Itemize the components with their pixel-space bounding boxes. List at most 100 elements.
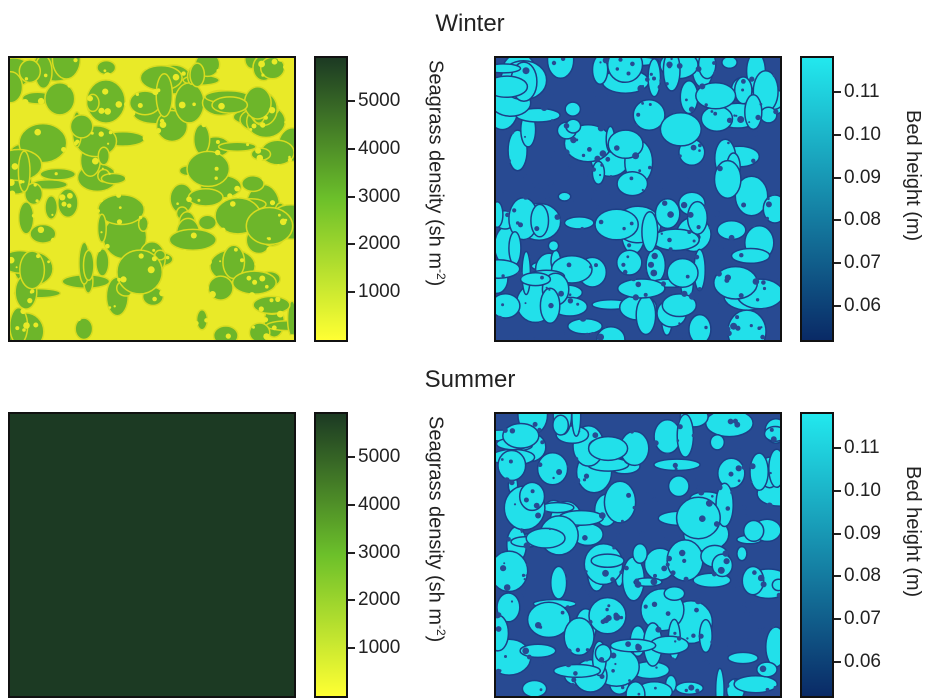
gap-speck [690, 582, 697, 589]
gap-speck [61, 295, 69, 303]
gap-speck [161, 280, 168, 287]
gap-speck [605, 190, 611, 196]
gap-speck [673, 631, 677, 635]
gap-speck [615, 532, 620, 537]
gap-speck [574, 477, 581, 484]
gap-speck [612, 546, 616, 550]
patch [667, 475, 690, 498]
gap-speck [707, 139, 714, 146]
gap-speck [651, 497, 658, 504]
gap-speck [78, 103, 83, 108]
gap-speck [204, 295, 211, 302]
gap-speck [567, 166, 570, 170]
gap-speck [10, 190, 16, 197]
gap-speck [597, 333, 604, 340]
gap-speck [691, 433, 696, 438]
patch [96, 213, 107, 243]
gap-speck [99, 198, 103, 203]
gap-speck [499, 524, 504, 529]
gap-speck [283, 64, 289, 70]
gap-speck [566, 465, 570, 468]
gap-speck [610, 577, 615, 582]
gap-speck [248, 167, 254, 174]
gap-speck [733, 581, 740, 588]
gap-speck [190, 232, 197, 239]
gap-speck [744, 514, 748, 517]
patch [186, 150, 231, 188]
gap-speck [641, 102, 644, 105]
gap-speck [702, 658, 706, 662]
gap-speck [108, 130, 113, 135]
gap-speck [741, 464, 748, 471]
gap-speck [174, 162, 181, 169]
gap-speck [128, 160, 135, 168]
gap-speck [107, 142, 110, 145]
gap-speck [605, 156, 611, 162]
gap-speck [565, 648, 572, 655]
gap-speck [596, 291, 601, 296]
gap-speck [772, 73, 777, 78]
gap-speck [709, 175, 713, 179]
gap-speck [584, 570, 588, 573]
gap-speck [284, 120, 287, 124]
gap-speck [714, 624, 720, 631]
gap-speck [551, 60, 557, 66]
patch [496, 200, 504, 229]
patch [496, 259, 521, 279]
gap-speck [104, 108, 111, 115]
gap-speck [118, 58, 124, 65]
gap-speck [733, 679, 737, 682]
patch [82, 249, 95, 281]
gap-speck [205, 259, 212, 265]
patch [721, 58, 738, 70]
gap-speck [688, 684, 695, 691]
gap-speck [540, 440, 545, 445]
gap-speck [129, 293, 134, 298]
gap-speck [98, 107, 105, 114]
gap-speck [634, 581, 642, 588]
gap-speck [647, 430, 653, 436]
gap-speck [757, 574, 765, 582]
gap-speck [627, 243, 632, 248]
gap-speck [615, 67, 619, 71]
gap-speck [641, 502, 646, 507]
gap-speck [594, 95, 601, 103]
gap-speck [728, 471, 734, 477]
gap-speck [179, 162, 183, 166]
gap-speck [550, 106, 554, 109]
gap-speck [676, 439, 680, 442]
gap-speck [545, 286, 548, 289]
patch [686, 200, 708, 235]
gap-speck [602, 93, 608, 99]
gap-speck [209, 291, 216, 298]
gap-speck [579, 315, 587, 322]
gap-speck [543, 192, 550, 199]
gap-speck [152, 89, 159, 96]
gap-speck [204, 285, 209, 290]
gap-speck [200, 256, 207, 263]
gap-speck [604, 592, 608, 596]
gap-speck [765, 216, 769, 221]
gap-speck [688, 106, 695, 113]
patch [663, 585, 686, 602]
gap-speck [751, 158, 756, 163]
gap-speck [655, 666, 658, 669]
gap-speck [614, 662, 617, 666]
gap-speck [656, 185, 663, 192]
gap-speck [145, 126, 149, 130]
gap-speck [51, 221, 58, 227]
gap-speck [721, 622, 727, 627]
gap-speck [172, 73, 180, 81]
patch [100, 172, 127, 185]
gap-speck [712, 61, 716, 65]
gap-speck [553, 179, 561, 187]
gap-speck [619, 615, 624, 620]
gap-speck [713, 111, 718, 116]
gap-speck [86, 239, 93, 247]
gap-speck [133, 74, 137, 78]
gap-speck [728, 234, 735, 241]
patch [74, 317, 94, 340]
patch [536, 452, 569, 486]
gap-speck [595, 123, 598, 126]
gap-speck [589, 332, 596, 339]
